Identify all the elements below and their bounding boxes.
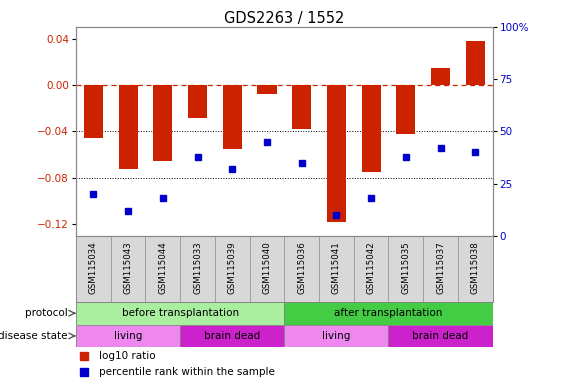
Title: GDS2263 / 1552: GDS2263 / 1552 bbox=[224, 11, 345, 26]
Text: before transplantation: before transplantation bbox=[122, 308, 239, 318]
Text: brain dead: brain dead bbox=[204, 331, 260, 341]
Text: GSM115042: GSM115042 bbox=[367, 242, 376, 294]
Bar bbox=[431, 68, 450, 85]
Bar bbox=[292, 85, 311, 129]
Text: log10 ratio: log10 ratio bbox=[99, 351, 155, 361]
Bar bbox=[361, 85, 381, 172]
Bar bbox=[119, 85, 137, 169]
Bar bbox=[388, 324, 493, 347]
Bar bbox=[188, 85, 207, 118]
Text: GSM115040: GSM115040 bbox=[262, 242, 271, 294]
Bar bbox=[153, 85, 172, 161]
Text: GSM115033: GSM115033 bbox=[193, 242, 202, 294]
Bar bbox=[180, 324, 284, 347]
Bar bbox=[76, 324, 180, 347]
Text: GSM115036: GSM115036 bbox=[297, 242, 306, 294]
Text: GSM115035: GSM115035 bbox=[401, 242, 410, 294]
Text: GSM115034: GSM115034 bbox=[89, 242, 98, 294]
Text: living: living bbox=[322, 331, 351, 341]
Bar bbox=[327, 85, 346, 222]
Text: GSM115037: GSM115037 bbox=[436, 242, 445, 294]
Text: protocol: protocol bbox=[25, 308, 68, 318]
Text: GSM115044: GSM115044 bbox=[158, 242, 167, 294]
Bar bbox=[84, 85, 103, 139]
Bar bbox=[466, 41, 485, 85]
Bar bbox=[284, 324, 388, 347]
Text: living: living bbox=[114, 331, 142, 341]
Bar bbox=[284, 302, 493, 324]
Bar bbox=[257, 85, 276, 94]
Text: disease state: disease state bbox=[0, 331, 68, 341]
Text: GSM115043: GSM115043 bbox=[124, 242, 132, 294]
Text: after transplantation: after transplantation bbox=[334, 308, 443, 318]
Bar bbox=[223, 85, 242, 149]
Bar bbox=[76, 302, 284, 324]
Text: percentile rank within the sample: percentile rank within the sample bbox=[99, 367, 275, 377]
Text: GSM115041: GSM115041 bbox=[332, 242, 341, 294]
Text: GSM115039: GSM115039 bbox=[228, 242, 236, 294]
Bar bbox=[396, 85, 415, 134]
Text: brain dead: brain dead bbox=[413, 331, 468, 341]
Text: GSM115038: GSM115038 bbox=[471, 242, 480, 294]
